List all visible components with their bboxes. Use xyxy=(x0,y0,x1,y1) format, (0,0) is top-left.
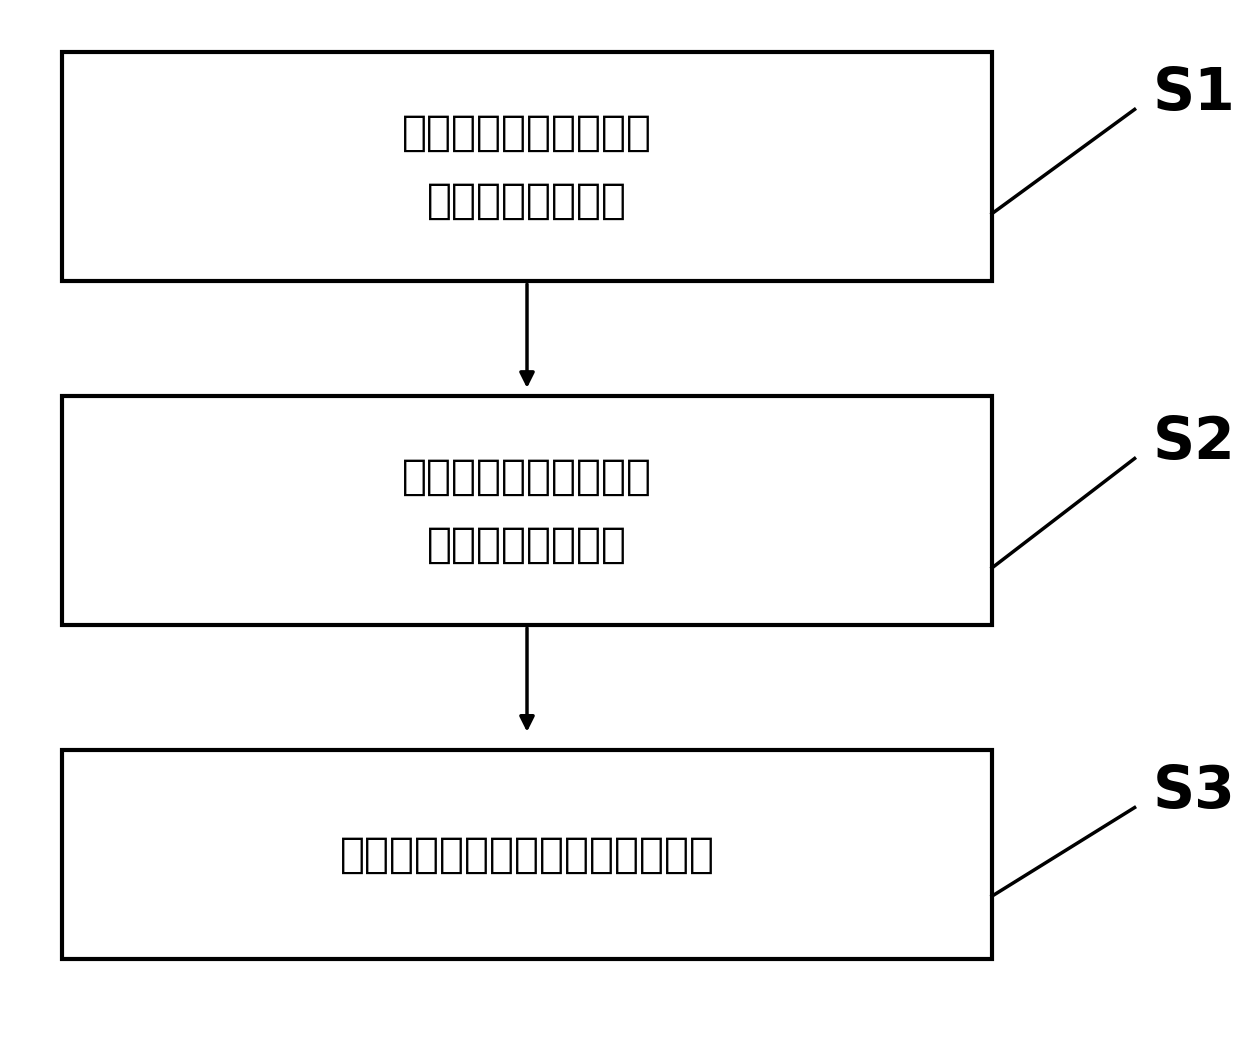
Text: 通过对光伏波动率计算
生成第一目标功率: 通过对光伏波动率计算 生成第一目标功率 xyxy=(402,455,652,566)
Text: 获取短时光伏预测数据
并生成光伏波动率: 获取短时光伏预测数据 并生成光伏波动率 xyxy=(402,111,652,222)
Text: 处理第一目标功率并生成调度信号: 处理第一目标功率并生成调度信号 xyxy=(340,834,714,875)
Text: S1: S1 xyxy=(1153,66,1236,122)
Bar xyxy=(62,396,992,625)
Bar xyxy=(62,750,992,959)
Bar xyxy=(62,52,992,281)
Text: S2: S2 xyxy=(1153,415,1236,471)
Text: S3: S3 xyxy=(1153,764,1236,820)
